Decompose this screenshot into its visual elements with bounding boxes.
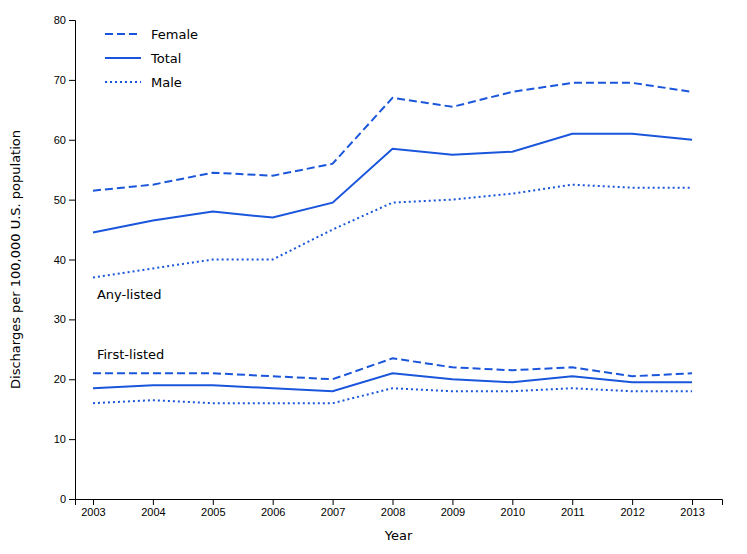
x-tick-label: 2007: [321, 506, 345, 518]
legend-label: Male: [151, 75, 182, 90]
series-line: [93, 185, 692, 278]
y-tick-mark: [69, 80, 75, 81]
series-line: [93, 358, 692, 379]
annotation: Any-listed: [97, 287, 162, 302]
y-tick: 0: [60, 493, 75, 505]
y-tick-mark: [69, 379, 75, 380]
x-tick: 2004: [141, 499, 165, 518]
series-line: [93, 388, 692, 403]
y-tick-label: 70: [54, 74, 66, 86]
x-tick-mark: [333, 499, 334, 505]
x-tick-label: 2010: [501, 506, 525, 518]
y-tick: 50: [54, 194, 75, 206]
y-tick-mark: [69, 499, 75, 500]
x-tick: 2011: [561, 499, 585, 518]
annotations: Any-listed First-listed: [97, 287, 164, 362]
x-tick-mark: [213, 499, 214, 505]
legend-label: Total: [150, 51, 181, 66]
x-tick: 2003: [81, 499, 105, 518]
legend: Female Total Male: [105, 27, 198, 90]
x-tick-mark: [273, 499, 274, 505]
legend-item: Total: [105, 51, 181, 66]
series-line: [93, 134, 692, 233]
y-axis-title: Discharges per 100,000 U.S. population: [8, 130, 23, 389]
x-tick: 2010: [501, 499, 525, 518]
x-tick: 2007: [321, 499, 345, 518]
y-tick: 60: [54, 134, 75, 146]
y-tick-label: 80: [54, 14, 66, 26]
x-tick-label: 2004: [141, 506, 165, 518]
x-tick-mark: [452, 499, 453, 505]
legend-swatch: [105, 57, 141, 59]
annotation: First-listed: [97, 347, 164, 362]
x-tick-mark: [153, 499, 154, 505]
y-tick: 70: [54, 74, 75, 86]
lines: [93, 83, 692, 403]
legend-item: Female: [105, 27, 198, 42]
x-axis: 2003 2004 2005 2006 2007 2008 2009 2010 2011 2012…: [76, 499, 723, 518]
x-tick-mark: [572, 499, 573, 505]
y-tick-label: 0: [60, 493, 66, 505]
x-tick-label: 2003: [81, 506, 105, 518]
x-tick-mark: [632, 499, 633, 505]
x-tick: 2012: [620, 499, 644, 518]
y-tick-label: 30: [54, 313, 66, 325]
y-tick: 40: [54, 254, 75, 266]
x-tick-mark: [512, 499, 513, 505]
x-axis-line: [76, 500, 723, 506]
y-tick-mark: [69, 260, 75, 261]
legend-swatch: [105, 33, 141, 35]
y-tick-label: 40: [54, 254, 66, 266]
y-tick-mark: [69, 439, 75, 440]
x-tick-mark: [692, 499, 693, 505]
x-tick-label: 2009: [441, 506, 465, 518]
legend-label: Female: [151, 27, 198, 42]
x-tick-label: 2012: [620, 506, 644, 518]
y-tick: 80: [54, 14, 75, 26]
x-tick: 2005: [201, 499, 225, 518]
x-tick-label: 2005: [201, 506, 225, 518]
x-axis-title: Year: [384, 528, 413, 543]
x-tick-label: 2008: [381, 506, 405, 518]
y-tick-label: 50: [54, 194, 66, 206]
plot: 2003200420052006200720082009201020112012…: [54, 14, 723, 518]
y-tick: 30: [54, 313, 75, 325]
legend-swatch: [105, 81, 141, 83]
y-tick-mark: [69, 200, 75, 201]
chart: 2003200420052006200720082009201020112012…: [0, 0, 747, 554]
x-tick: 2006: [261, 499, 285, 518]
x-tick-label: 2013: [680, 506, 704, 518]
y-tick-mark: [69, 319, 75, 320]
y-tick-label: 20: [54, 373, 66, 385]
y-tick-mark: [69, 20, 75, 21]
y-tick-mark: [69, 140, 75, 141]
y-axis-line: [69, 21, 76, 500]
y-tick: 20: [54, 373, 75, 385]
y-tick-label: 60: [54, 134, 66, 146]
series-line: [93, 83, 692, 191]
x-tick-mark: [393, 499, 394, 505]
y-tick: 10: [54, 433, 75, 445]
x-tick: 2009: [441, 499, 465, 518]
x-tick-mark: [93, 499, 94, 505]
x-tick-label: 2006: [261, 506, 285, 518]
x-tick: 2008: [381, 499, 405, 518]
legend-item: Male: [105, 75, 182, 90]
x-tick: 2013: [680, 499, 704, 518]
y-axis: 0 10 20 30 40 50 60 70 80: [54, 14, 76, 505]
y-tick-label: 10: [54, 433, 66, 445]
x-tick-label: 2011: [561, 506, 585, 518]
